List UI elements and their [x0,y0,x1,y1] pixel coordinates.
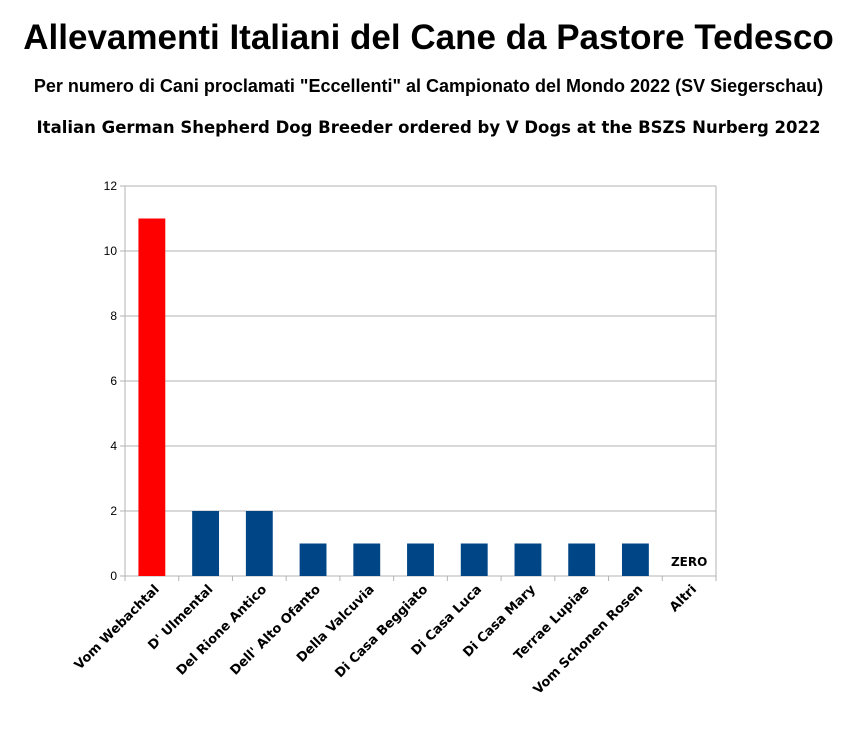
x-tick-label: Vom Schonen Rosen [531,582,646,697]
y-tick-label: 10 [104,244,118,258]
x-tick-label: Di Casa Beggiato [332,582,431,681]
bar [245,511,273,576]
bar-annotation: ZERO [671,555,707,569]
x-tick-label: Del Rione Antico [174,582,270,678]
page-subtitle: Per numero di Cani proclamati "Eccellent… [33,76,824,96]
x-tick-label: Vom Webachtal [72,582,163,673]
bar [353,543,381,576]
page-subtitle-english: Italian German Shepherd Dog Breeder orde… [36,118,821,137]
y-tick-label: 12 [104,179,118,193]
y-tick-label: 8 [110,309,117,323]
bar [460,543,488,576]
y-tick-label: 2 [110,504,117,518]
bar [407,543,434,576]
bar [192,511,220,576]
x-tick-label: Altri [667,582,700,615]
y-tick-label: 0 [110,569,117,583]
bar [514,543,542,576]
y-tick-label: 4 [110,439,117,453]
y-tick-label: 6 [110,374,117,388]
bar [568,543,596,576]
page-title: Allevamenti Italiani del Cane da Pastore… [23,18,834,57]
bar [138,218,166,576]
x-tick-label: Dell' Alto Ofanto [228,582,324,678]
bar [299,543,327,576]
bar [621,543,649,576]
